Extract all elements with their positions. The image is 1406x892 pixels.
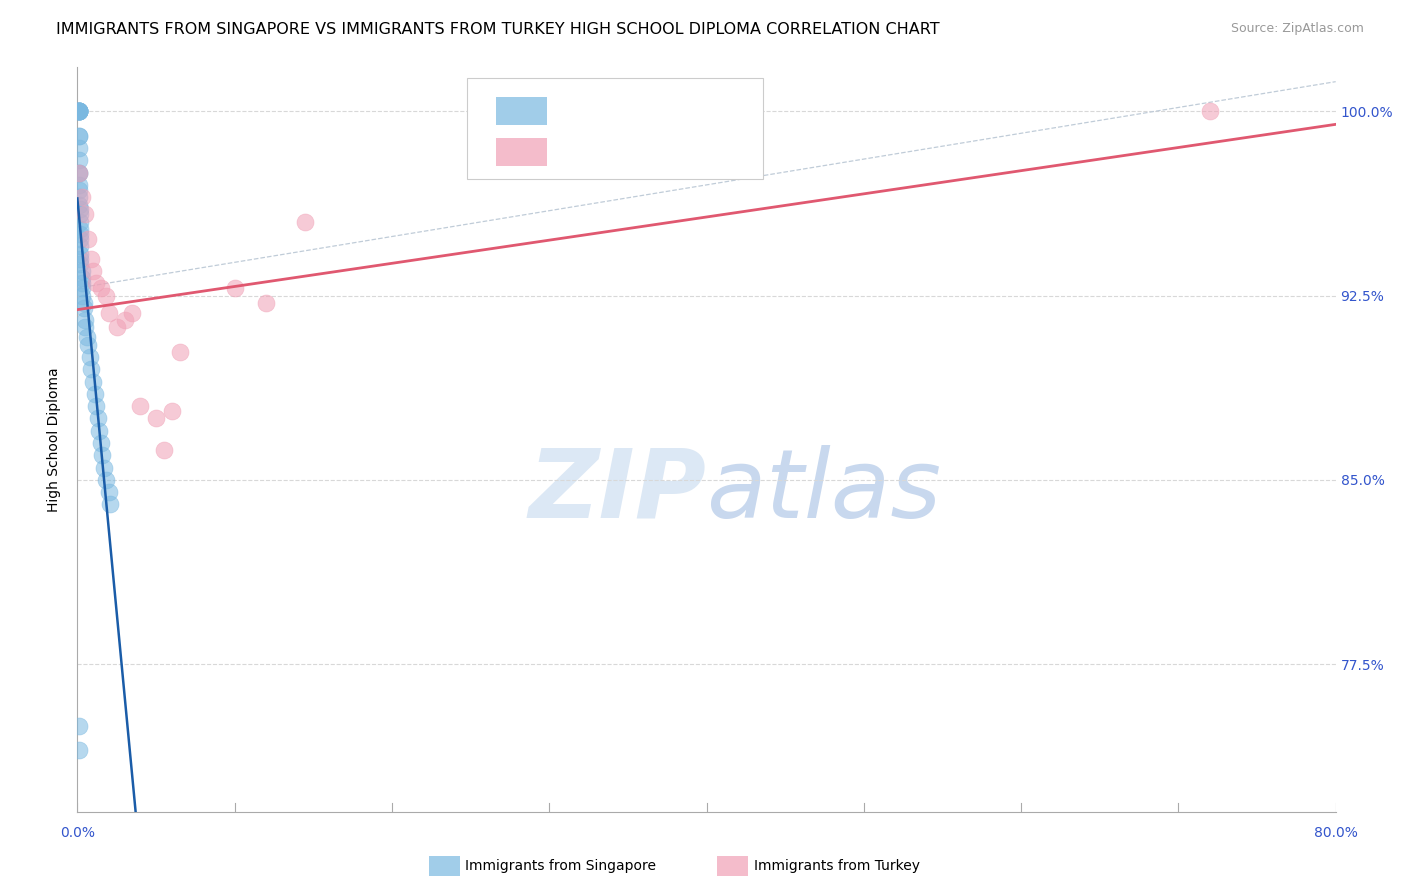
Point xyxy=(67,165,90,179)
Point xyxy=(97,485,120,500)
Text: N =: N = xyxy=(683,102,724,120)
Text: ZIP: ZIP xyxy=(529,445,707,538)
Point xyxy=(67,197,90,211)
Point xyxy=(160,404,183,418)
Text: Source: ZipAtlas.com: Source: ZipAtlas.com xyxy=(1230,22,1364,36)
Point xyxy=(69,202,91,217)
Text: 0.0%: 0.0% xyxy=(60,827,94,840)
Point xyxy=(67,104,90,119)
Point xyxy=(72,301,94,315)
Point xyxy=(94,288,117,302)
Point xyxy=(77,337,100,351)
Text: 80.0%: 80.0% xyxy=(1313,827,1358,840)
Text: 0.130: 0.130 xyxy=(614,102,672,120)
Point xyxy=(69,252,91,266)
Point xyxy=(69,222,91,236)
Point xyxy=(76,330,98,344)
Point xyxy=(72,296,94,310)
Point xyxy=(93,460,115,475)
Point xyxy=(89,424,111,438)
Point xyxy=(90,281,112,295)
Point xyxy=(69,227,91,241)
Point xyxy=(84,399,107,413)
Point xyxy=(67,104,90,119)
Text: Immigrants from Turkey: Immigrants from Turkey xyxy=(754,859,920,873)
Y-axis label: High School Diploma: High School Diploma xyxy=(48,367,62,512)
Point xyxy=(67,128,90,143)
Text: 56: 56 xyxy=(737,102,762,120)
Point xyxy=(80,252,103,266)
Point xyxy=(70,281,93,295)
Text: Immigrants from Singapore: Immigrants from Singapore xyxy=(465,859,657,873)
Point xyxy=(70,264,93,278)
Point xyxy=(70,288,93,302)
Point xyxy=(67,743,90,757)
Point xyxy=(70,271,93,285)
Point xyxy=(67,104,90,119)
Point xyxy=(169,345,191,359)
Point xyxy=(224,281,246,295)
Point xyxy=(69,232,91,246)
Bar xyxy=(496,137,547,166)
Point xyxy=(69,215,91,229)
Point xyxy=(70,277,93,291)
Point xyxy=(121,306,143,320)
Point xyxy=(69,246,91,260)
Point xyxy=(75,320,97,334)
Point xyxy=(67,104,90,119)
Point xyxy=(67,104,90,119)
Point xyxy=(67,104,90,119)
Point xyxy=(294,215,316,229)
Point xyxy=(75,207,97,221)
Point xyxy=(80,362,103,376)
Text: atlas: atlas xyxy=(707,445,942,538)
Text: 22: 22 xyxy=(737,143,762,161)
Point xyxy=(97,306,120,320)
Point xyxy=(69,239,91,253)
Point xyxy=(84,277,107,291)
Point xyxy=(105,320,128,334)
Point xyxy=(67,183,90,197)
Point xyxy=(83,387,105,401)
Point xyxy=(67,104,90,119)
Point xyxy=(114,313,136,327)
Text: R =: R = xyxy=(562,102,600,120)
Point xyxy=(67,104,90,119)
Point xyxy=(67,153,90,168)
Point xyxy=(67,104,90,119)
Bar xyxy=(496,96,547,125)
Text: N =: N = xyxy=(683,143,724,161)
Point xyxy=(70,190,93,204)
Point xyxy=(94,473,117,487)
Point xyxy=(67,165,90,179)
Point xyxy=(145,411,167,425)
Point xyxy=(82,264,104,278)
Point xyxy=(90,436,112,450)
Point xyxy=(79,350,101,364)
Text: 0.540: 0.540 xyxy=(614,143,672,161)
Text: IMMIGRANTS FROM SINGAPORE VS IMMIGRANTS FROM TURKEY HIGH SCHOOL DIPLOMA CORRELAT: IMMIGRANTS FROM SINGAPORE VS IMMIGRANTS … xyxy=(56,22,939,37)
Point xyxy=(67,141,90,155)
Point xyxy=(67,178,90,192)
Point xyxy=(67,719,90,733)
FancyBboxPatch shape xyxy=(467,78,763,178)
Point xyxy=(67,104,90,119)
Point xyxy=(67,165,90,179)
Point xyxy=(91,448,114,462)
Point xyxy=(77,232,100,246)
Point xyxy=(1199,104,1222,119)
Text: R =: R = xyxy=(562,143,600,161)
Point xyxy=(254,296,277,310)
Point xyxy=(129,399,152,413)
Point xyxy=(98,498,121,512)
Point xyxy=(67,128,90,143)
Point xyxy=(67,190,90,204)
Point xyxy=(69,256,91,270)
Point xyxy=(75,313,97,327)
Point xyxy=(87,411,110,425)
Point xyxy=(153,443,176,458)
Point xyxy=(82,375,104,389)
Point xyxy=(69,207,91,221)
